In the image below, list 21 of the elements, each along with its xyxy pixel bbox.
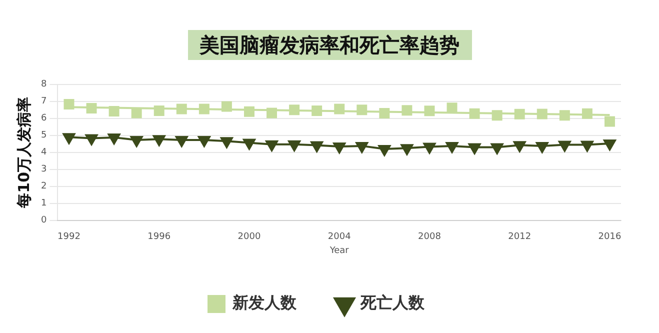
x-tick-label: 1992 (58, 232, 80, 242)
legend-label: 死亡人数 (360, 293, 426, 312)
legend-label: 新发人数 (232, 293, 298, 312)
y-tick-label: 6 (40, 114, 47, 124)
x-axis-title: Year (328, 246, 350, 256)
y-tick-label: 5 (40, 130, 47, 141)
y-tick-label: 1 (40, 198, 47, 209)
y-axis-title: 每10万人发病率 (14, 96, 33, 209)
y-tick-label: 7 (40, 96, 47, 107)
chart-title: 美国脑瘤发病率和死亡率趋势 (188, 30, 472, 60)
x-tick-label: 2012 (508, 232, 532, 242)
x-tick-label: 2004 (328, 232, 352, 242)
y-tick-label: 8 (40, 80, 47, 90)
y-tick-label: 3 (40, 164, 47, 175)
x-tick-label: 1996 (148, 232, 171, 242)
x-tick-label: 2016 (598, 232, 622, 242)
y-tick-label: 4 (40, 148, 47, 158)
x-tick-label: 2000 (238, 232, 261, 242)
x-tick-label: 2008 (418, 232, 442, 242)
y-tick-label: 2 (40, 182, 47, 192)
y-tick-label: 0 (40, 216, 47, 226)
